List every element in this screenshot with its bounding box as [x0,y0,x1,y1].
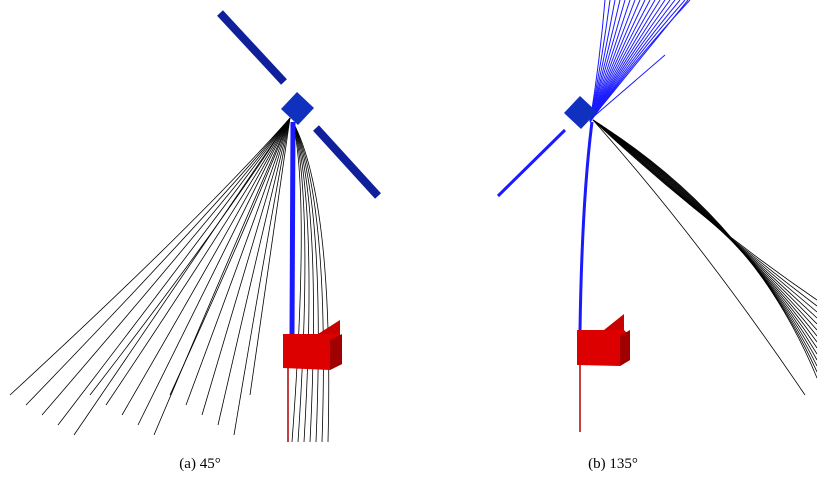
cable [74,118,290,435]
subfigure-a [10,13,378,442]
cable [593,120,817,354]
figure: (a) 45° (b) 135° [0,0,817,480]
subfigure-b [498,0,817,432]
solar-panel [498,130,565,196]
cable [293,122,318,442]
cable [590,0,630,122]
cable [202,118,290,415]
cable [122,118,290,415]
tether [580,122,592,330]
cable [106,118,290,405]
solar-panel [220,13,284,82]
caption: (b) 135° [588,456,638,472]
cable [593,120,817,348]
cable [90,118,290,395]
cable [293,122,323,442]
cable [42,118,290,415]
page: {"figures": [{"caption": "(a) 45°"}, {"c… [0,0,817,480]
cable [58,118,290,425]
solar-panel [316,128,378,196]
caption: (a) 45° [179,456,220,472]
cable [154,118,290,435]
payload-side [330,334,342,370]
cable [138,118,290,425]
satellite-body [281,92,314,125]
cable [218,118,290,425]
tether [292,122,293,334]
cable [593,120,817,360]
cable [593,120,817,366]
cable [234,118,290,435]
payload-side [620,330,630,366]
cable [186,118,290,405]
